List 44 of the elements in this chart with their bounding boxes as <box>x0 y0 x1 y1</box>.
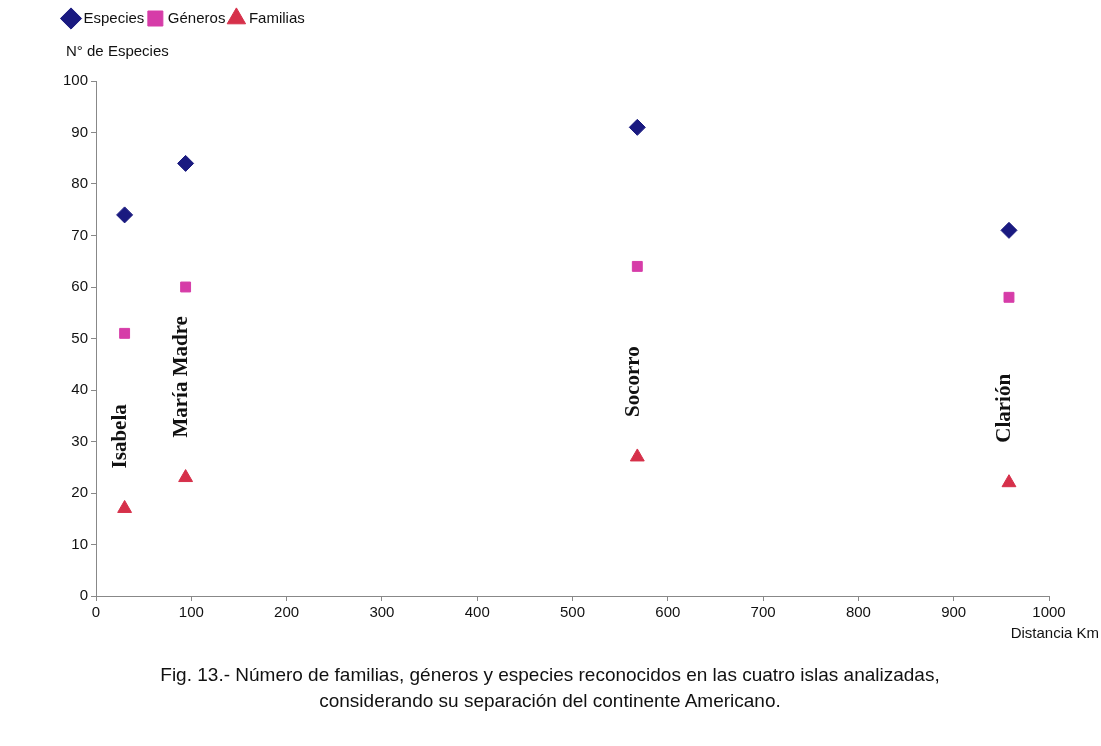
x-axis-title: Distancia Km <box>1010 623 1099 641</box>
point <box>1003 291 1015 303</box>
x-tick-label: 900 <box>941 603 967 621</box>
point <box>117 499 133 513</box>
x-tick-label: 300 <box>369 603 395 621</box>
y-tick-label: 30 <box>71 431 89 449</box>
y-tick-label: 100 <box>63 71 89 89</box>
annotation: Isabela <box>107 403 132 469</box>
point <box>177 154 195 172</box>
y-tick-label: 90 <box>71 122 89 140</box>
x-tick-label: 600 <box>655 603 681 621</box>
point <box>628 118 646 136</box>
point <box>119 327 131 339</box>
x-tick-label: 700 <box>750 603 776 621</box>
legend-label: Especies <box>83 8 145 26</box>
annotation: Clarión <box>991 373 1016 443</box>
x-tick-label: 0 <box>91 603 101 621</box>
point <box>631 260 643 272</box>
x-tick-label: 500 <box>560 603 586 621</box>
point <box>629 448 645 462</box>
point <box>1001 474 1017 488</box>
annotation: María Madre <box>168 316 193 438</box>
y-tick-label: 20 <box>71 483 89 501</box>
point <box>1000 221 1018 239</box>
legend-label: Géneros <box>167 8 226 26</box>
x-tick-label: 200 <box>274 603 300 621</box>
caption: Fig. 13.- Número de familias, géneros y especies reconocidos en las cuatro islas analizadas, considerando su separación del continente Americano. <box>160 663 940 713</box>
x-tick-label: 100 <box>178 603 204 621</box>
annotation: Socorro <box>619 346 644 417</box>
point <box>178 469 194 483</box>
point <box>116 206 134 224</box>
y-axis-title: N° de Especies <box>66 41 169 59</box>
x-tick-label: 400 <box>464 603 490 621</box>
point <box>180 281 192 293</box>
y-tick-label: 40 <box>71 380 89 398</box>
y-tick-label: 70 <box>71 225 89 243</box>
y-tick-label: 0 <box>79 586 89 604</box>
x-tick-label: 1000 <box>1032 603 1066 621</box>
y-tick-label: 50 <box>71 328 89 346</box>
y-tick-label: 80 <box>71 174 89 192</box>
x-tick-label: 800 <box>845 603 871 621</box>
y-tick-label: 60 <box>71 277 89 295</box>
y-tick-label: 10 <box>71 534 89 552</box>
legend-label: Familias <box>248 8 305 26</box>
